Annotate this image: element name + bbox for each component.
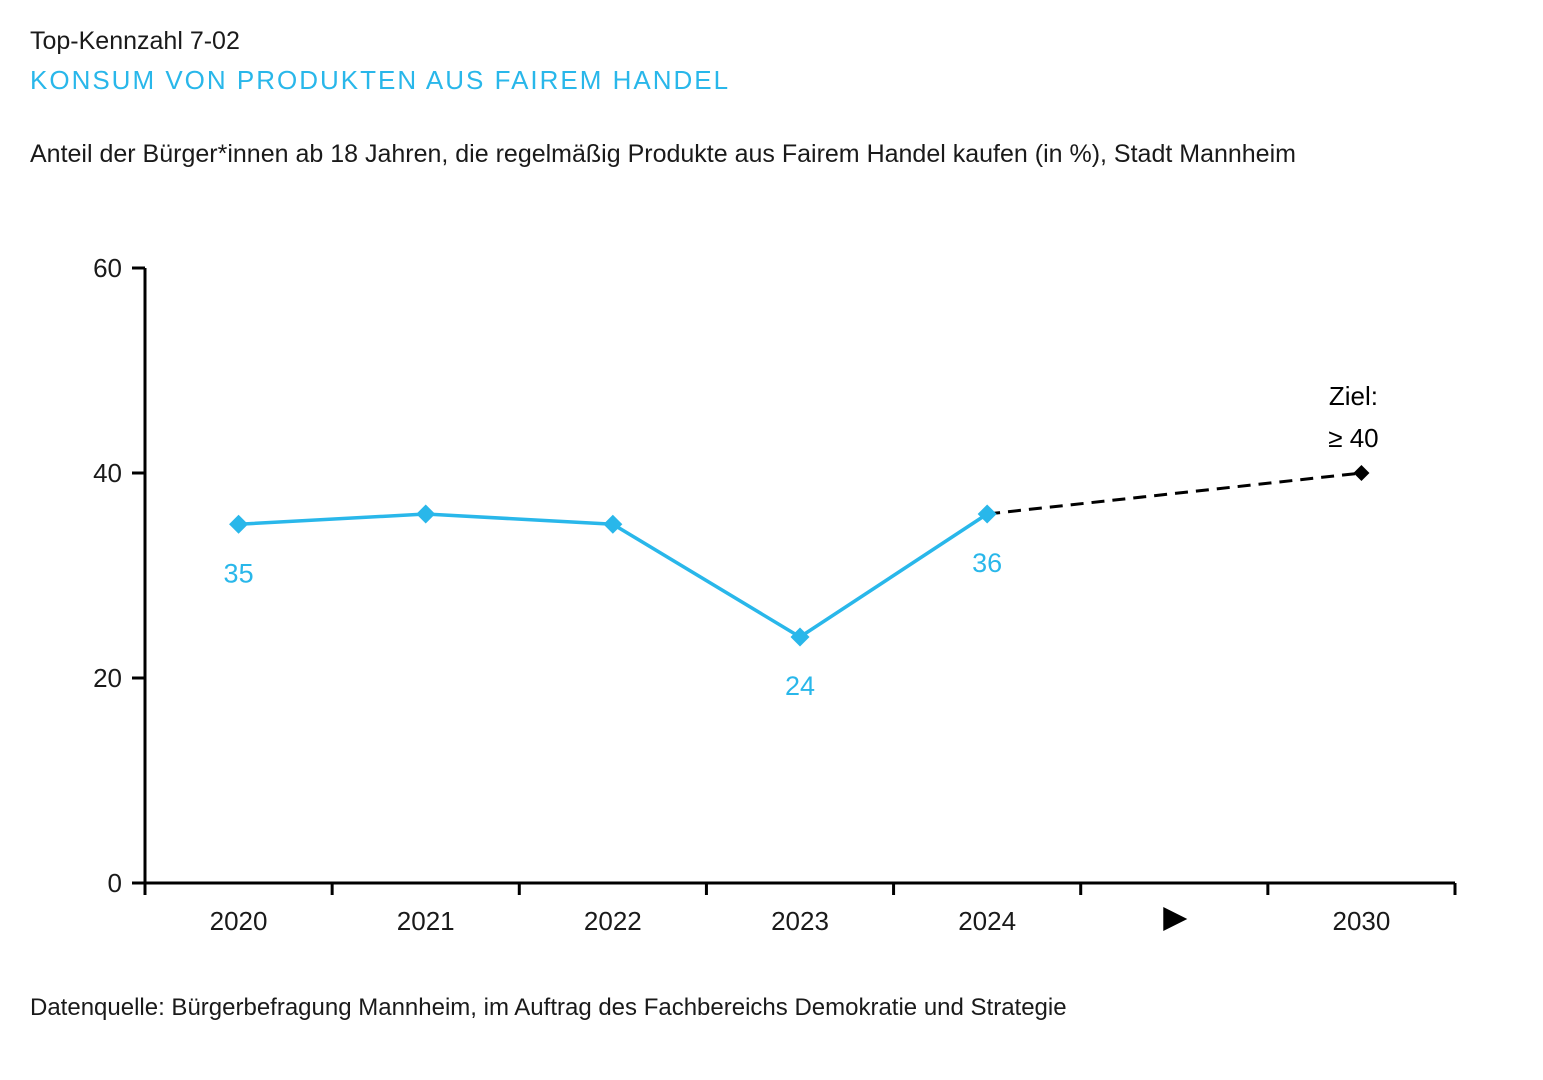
x-tick-label: 2021 xyxy=(397,906,455,936)
axis-arrow-icon xyxy=(1163,907,1188,931)
kennzahl-label: Top-Kennzahl 7-02 xyxy=(30,27,240,55)
data-point-label: 35 xyxy=(224,558,254,588)
data-point-label: 24 xyxy=(785,671,815,701)
y-tick-label: 60 xyxy=(93,253,122,283)
data-point-marker xyxy=(416,504,436,524)
source-note: Datenquelle: Bürgerbefragung Mannheim, i… xyxy=(30,994,1067,1021)
y-tick-label: 20 xyxy=(93,663,122,693)
page-title: KONSUM VON PRODUKTEN AUS FAIREM HANDEL xyxy=(30,65,731,95)
data-point-marker xyxy=(977,504,997,524)
target-annotation-line: Ziel: xyxy=(1329,381,1378,411)
y-tick-label: 0 xyxy=(108,868,122,898)
x-tick-label: 2024 xyxy=(958,906,1016,936)
data-point-marker xyxy=(229,514,249,534)
x-tick-label: 2022 xyxy=(584,906,642,936)
chart-subtitle: Anteil der Bürger*innen ab 18 Jahren, di… xyxy=(30,140,1296,168)
x-tick-label: 2020 xyxy=(210,906,268,936)
target-point-marker xyxy=(1353,465,1370,481)
data-point-marker xyxy=(603,514,623,534)
x-tick-label: 2030 xyxy=(1333,906,1391,936)
y-tick-label: 40 xyxy=(93,458,122,488)
target-annotation-line: ≥ 40 xyxy=(1328,423,1378,453)
data-point-marker xyxy=(790,627,810,647)
data-point-label: 36 xyxy=(972,548,1002,578)
target-dashed-line xyxy=(986,471,1362,516)
x-tick-label: 2023 xyxy=(771,906,829,936)
